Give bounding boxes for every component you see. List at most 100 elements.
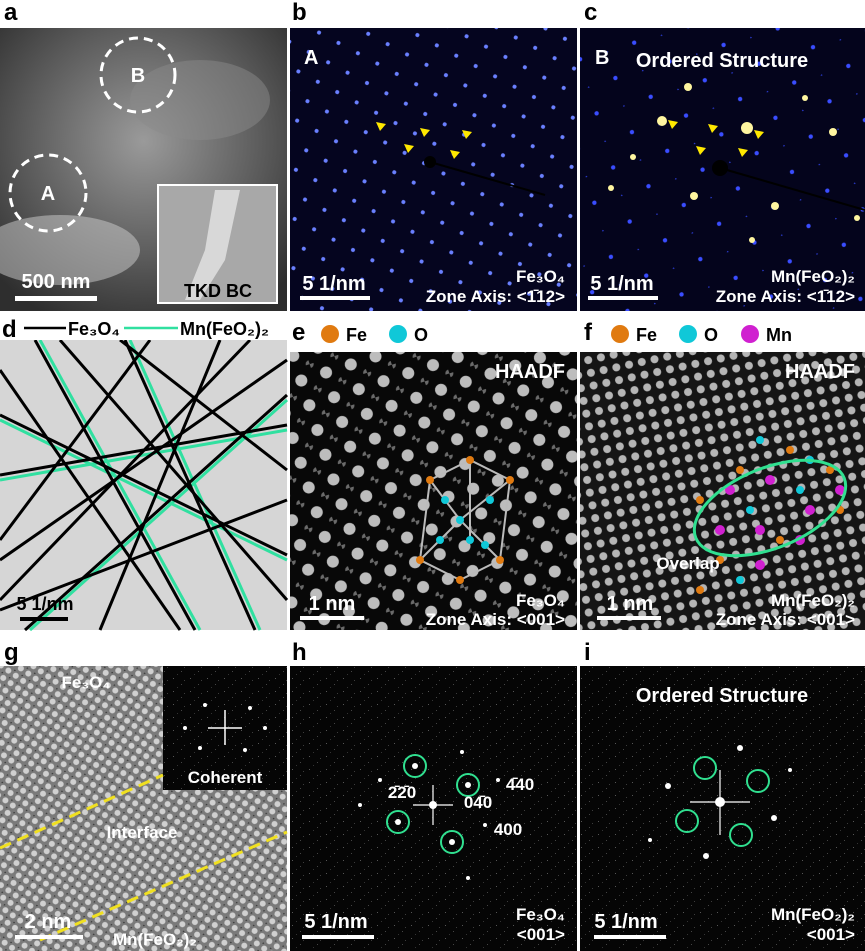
phase-label: Fe₃O₄ [61, 673, 110, 692]
bright-spots [608, 83, 860, 243]
mode-label: HAADF [785, 361, 855, 383]
texture [0, 215, 140, 285]
legend-label: Fe [346, 325, 367, 345]
arrows [668, 120, 764, 157]
scale-label: 5 1/nm [304, 911, 367, 933]
panel-label: e [292, 319, 305, 346]
zone-axis: Zone Axis: <1̄12> [716, 287, 855, 306]
panel-title: Ordered Structure [636, 50, 808, 72]
legend-label: Mn(FeO₂)₂ [180, 319, 269, 339]
legend-label: Fe [636, 325, 657, 345]
scale-label: 2 nm [25, 911, 72, 933]
scale-bar [20, 617, 68, 621]
kikuchi-lines [0, 338, 289, 632]
region-circle [8, 153, 88, 233]
panel-label: b [292, 0, 307, 26]
phase-label: Mn(FeO₂)₂ [771, 905, 855, 924]
texture [185, 190, 240, 300]
spot-circles [675, 756, 770, 847]
panel-h: h 04̄0 4̄40 2̄2̄0 400 5 1/nm Fe₃O₄ <001> [290, 639, 577, 951]
phase-label: Mn(FeO₂)₂ [771, 591, 855, 610]
panel-b: b A 5 1/nm Fe₃O₄ Zone Axis: <1̄12> [290, 0, 577, 311]
inset-label: Coherent [188, 768, 263, 787]
spot-label: 400 [494, 820, 522, 839]
scale-bar [300, 616, 364, 620]
panel-label: d [2, 316, 17, 343]
interface-line [39, 830, 288, 942]
legend-marker [611, 325, 629, 343]
scale-label: 5 1/nm [302, 273, 365, 295]
panel-label: c [584, 0, 597, 26]
panel-label: h [292, 639, 307, 666]
panel-g: g Coherent Fe₃O₄ Interface 2 nm Mn(FeO₂)… [0, 639, 288, 951]
region-circle [99, 36, 177, 114]
scale-label: 5 1/nm [594, 911, 657, 933]
scale-bar [597, 616, 661, 620]
interface-label: Interface [107, 823, 178, 842]
legend-marker [741, 325, 759, 343]
panel-label: f [584, 319, 593, 346]
legend-marker [679, 325, 697, 343]
fft-image [580, 666, 865, 951]
zone-axis: Zone Axis: <001> [426, 610, 565, 629]
beam-stop [429, 161, 546, 196]
fft-spots [183, 703, 267, 752]
scale-label: 500 nm [22, 271, 91, 293]
scale-bar [15, 935, 83, 939]
region-label: B [595, 47, 609, 69]
haadf-image [290, 352, 577, 630]
fft-spots [208, 710, 242, 745]
region-label: B [131, 65, 145, 87]
region-label: A [304, 47, 318, 69]
haadf-image [580, 352, 865, 630]
scale-label: 1 nm [607, 593, 654, 615]
scale-label: 1 nm [309, 593, 356, 615]
panel-label: a [4, 0, 18, 26]
beam-stop [712, 160, 728, 176]
beam-stop [424, 156, 436, 168]
scale-bar [300, 296, 370, 300]
fft-spots [358, 750, 500, 880]
atom-model [416, 456, 514, 584]
legend-label: O [414, 325, 428, 345]
scale-bar [15, 296, 97, 301]
legend-label: O [704, 325, 718, 345]
region-label: A [41, 183, 55, 205]
spot-circles [386, 754, 480, 854]
interface-line [0, 773, 164, 850]
panel-label: i [584, 639, 591, 666]
fft-spots [648, 745, 792, 859]
scale-bar [588, 296, 658, 300]
zone-axis: Zone Axis: <001> [716, 610, 855, 629]
phase-label: Mn(FeO₂)₂ [113, 930, 197, 949]
phase-label: Fe₃O₄ [516, 905, 565, 924]
scale-label: 5 1/nm [590, 273, 653, 295]
panel-c: c B Ordered Structure 5 1/nm Mn(FeO₂)₂ Z… [580, 0, 865, 311]
panel-a: a B A TKD BC 500 nm [0, 0, 287, 311]
diffraction-image [290, 28, 577, 311]
panel-e: e Fe O HAADF 1 nm Fe₃O₄ Zone Axis: <001> [290, 319, 577, 630]
panel-d: d Fe₃O₄ Mn(FeO₂)₂ 5 1/nm [0, 316, 289, 632]
beam-stop [719, 167, 865, 211]
legend-label: Mn [766, 325, 792, 345]
legend-label: Fe₃O₄ [68, 319, 120, 339]
phase-label: Fe₃O₄ [516, 591, 565, 610]
arrows [376, 122, 472, 159]
zone-axis: Zone Axis: <1̄12> [426, 287, 565, 306]
spot-label: 4̄40 [506, 775, 534, 794]
spot-label: 04̄0 [464, 793, 492, 812]
scale-label: 5 1/nm [16, 594, 73, 614]
scale-bar [302, 935, 374, 939]
legend-marker [389, 325, 407, 343]
phase-label: Fe₃O₄ [516, 267, 565, 286]
inset-label: TKD BC [184, 281, 252, 301]
scale-bar [594, 935, 666, 939]
panel-label: g [4, 639, 19, 666]
mode-label: HAADF [495, 361, 565, 383]
legend-marker [321, 325, 339, 343]
overlap-ellipse [692, 458, 848, 558]
panel-i: i Ordered Structure 5 1/nm Mn(FeO₂)₂ <00… [580, 639, 865, 951]
annotation: Overlap [656, 554, 719, 573]
spot-label: 2̄2̄0 [388, 783, 416, 802]
